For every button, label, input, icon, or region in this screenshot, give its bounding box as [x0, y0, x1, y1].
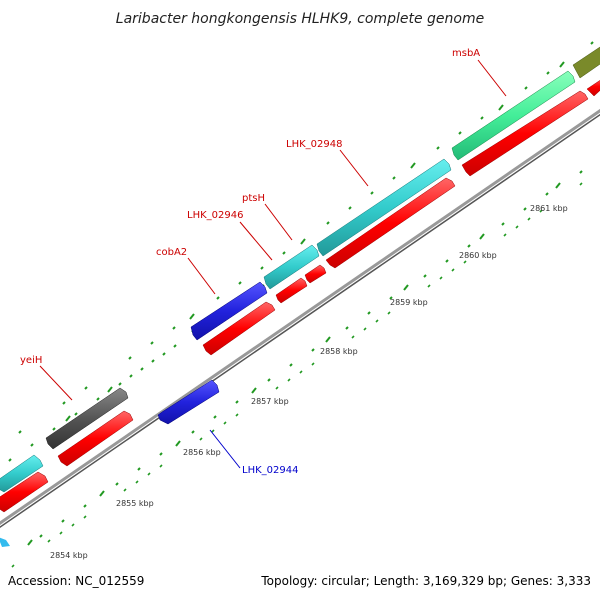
- tick-row-innermost: [12, 183, 582, 567]
- ruler-label-2858: 2858 kbp: [320, 347, 358, 356]
- genome-track: 2854 kbp 2855 kbp 2856 kbp 2857 kbp 2858…: [0, 42, 600, 567]
- cds-cyan-bottom: [0, 537, 10, 547]
- cds-olive-right: [573, 43, 600, 78]
- gene-label-msbA: msbA: [452, 48, 480, 59]
- gene-label-lhk02948: LHK_02948: [286, 139, 342, 150]
- accession-text: Accession: NC_012559: [8, 574, 144, 588]
- ruler-label-2859: 2859 kbp: [390, 298, 428, 307]
- gene-label-cobA2: cobA2: [156, 247, 187, 258]
- gene-label-lhk02946: LHK_02946: [187, 210, 243, 221]
- gene-label-ptsH: ptsH: [242, 193, 265, 204]
- ruler-label-2854: 2854 kbp: [50, 551, 88, 560]
- gene-label-yeiH: yeiH: [20, 355, 42, 366]
- cds-cyan-lhk02948: [317, 159, 451, 256]
- ruler-label-2855: 2855 kbp: [116, 499, 154, 508]
- ruler-label-2860: 2860 kbp: [459, 251, 497, 260]
- tick-row-inner: [28, 171, 582, 545]
- cds-blue-lhk02944: [158, 380, 219, 424]
- tick-row-upper: [0, 42, 593, 449]
- ruler-label-2856: 2856 kbp: [183, 448, 221, 457]
- cds-red-5: [305, 265, 326, 283]
- gene-label-lhk02944: LHK_02944: [242, 465, 298, 476]
- ruler-label-2857: 2857 kbp: [251, 397, 289, 406]
- leader-lines-red: [40, 60, 506, 400]
- map-title: Laribacter hongkongensis HLHK9, complete…: [116, 11, 484, 27]
- ruler-label-2861: 2861 kbp: [530, 204, 568, 213]
- cds-red-8: [587, 77, 600, 96]
- genome-summary-text: Topology: circular; Length: 3,169,329 bp…: [260, 574, 591, 588]
